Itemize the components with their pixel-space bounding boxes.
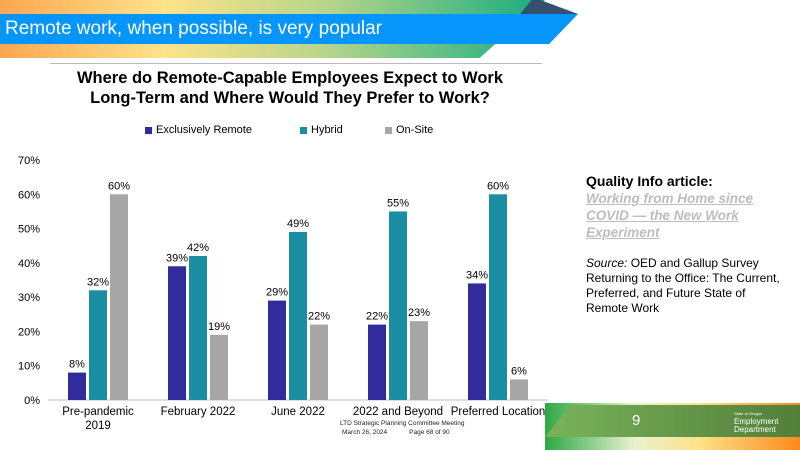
data-label: 60% <box>487 180 509 192</box>
x-tick-label: 2022 and Beyond <box>353 406 443 418</box>
y-tick-label: 20% <box>18 326 40 338</box>
data-label: 23% <box>408 307 430 319</box>
y-tick-label: 60% <box>18 189 40 201</box>
legend-swatch <box>145 126 152 134</box>
bar-on-site <box>110 194 128 400</box>
x-tick-label: Pre-pandemic <box>62 406 134 418</box>
legend-swatch <box>300 126 307 134</box>
bar-exclusively-remote <box>468 283 486 400</box>
chart-title: Where do Remote-Capable Employees Expect… <box>40 68 540 108</box>
bar-hybrid <box>289 232 307 400</box>
logo-small: State of Oregon <box>734 411 763 416</box>
logo-line1: Employment <box>734 417 779 426</box>
legend-label: Exclusively Remote <box>156 124 252 136</box>
x-tick-label: February 2022 <box>161 406 236 418</box>
data-label: 29% <box>266 287 288 299</box>
bar-exclusively-remote <box>168 266 186 400</box>
bottom-green-band <box>545 405 800 437</box>
data-label: 34% <box>466 269 488 281</box>
legend-label: On-Site <box>396 124 434 136</box>
footer-page: Page 68 of 90 <box>409 429 450 436</box>
y-tick-label: 0% <box>24 395 40 407</box>
data-label: 49% <box>287 218 309 230</box>
logo-line2: Department <box>734 425 776 434</box>
footer-meeting: LTD Strategic Planning Committee Meeting <box>340 420 465 427</box>
article-link[interactable]: Working from Home since COVID — the New … <box>586 191 754 240</box>
source-text: OED and Gallup Survey Returning to the O… <box>586 256 780 315</box>
slide-title: Remote work, when possible, is very popu… <box>5 18 383 39</box>
legend-swatch <box>385 126 392 134</box>
source-label: Source: <box>586 256 628 270</box>
bar-hybrid <box>389 211 407 400</box>
source-note: Source: OED and Gallup Survey Returning … <box>586 256 786 316</box>
x-tick-label: Preferred Location <box>451 406 546 418</box>
x-tick-label: 2019 <box>85 420 111 432</box>
bar-exclusively-remote <box>268 300 286 400</box>
data-label: 19% <box>208 321 230 333</box>
chart-title-line: Long-Term and Where Would They Prefer to… <box>90 89 490 107</box>
y-tick-label: 10% <box>18 361 40 373</box>
bar-on-site <box>410 321 428 400</box>
x-tick-label: June 2022 <box>271 406 325 418</box>
legend-label: Hybrid <box>311 124 343 136</box>
data-label: 22% <box>366 311 388 323</box>
bar-on-site <box>210 334 228 400</box>
chart-title-line: Where do Remote-Capable Employees Expect… <box>76 69 504 87</box>
employment-department-logo: State of Oregon Employment Department <box>734 410 778 434</box>
bar-chart: 0% 10% 20% 30% 40% 50% 60% 70% Pre-pandemic 2019 8… <box>18 155 548 432</box>
y-tick-label: 40% <box>18 258 40 270</box>
legend-item: Exclusively Remote <box>145 124 252 136</box>
article-heading: Quality Info article: <box>586 173 713 189</box>
data-label: 22% <box>308 311 330 323</box>
data-label: 55% <box>387 197 409 209</box>
y-tick-label: 30% <box>18 292 40 304</box>
y-tick-label: 70% <box>18 155 40 167</box>
bar-exclusively-remote <box>68 372 86 400</box>
legend-item: Hybrid <box>300 124 343 136</box>
bar-hybrid <box>489 194 507 400</box>
y-tick-label: 50% <box>18 224 40 236</box>
footer-date: March 26, 2024 <box>342 429 388 436</box>
bar-on-site <box>310 324 328 400</box>
bar-hybrid <box>89 290 107 400</box>
slide-number: 9 <box>632 412 641 429</box>
data-label: 42% <box>187 242 209 254</box>
footer: LTD Strategic Planning Committee Meeting… <box>340 419 465 437</box>
data-label: 39% <box>166 252 188 264</box>
data-label: 8% <box>69 359 85 371</box>
divider <box>50 63 542 64</box>
data-label: 60% <box>108 180 130 192</box>
bar-hybrid <box>189 256 207 400</box>
bar-on-site <box>510 379 528 400</box>
bar-exclusively-remote <box>368 324 386 400</box>
legend-item: On-Site <box>385 124 433 136</box>
side-panel: Quality Info article: Working from Home … <box>586 173 786 316</box>
title-banner: Remote work, when possible, is very popu… <box>0 14 578 44</box>
data-label: 6% <box>511 365 527 377</box>
data-label: 32% <box>87 276 109 288</box>
